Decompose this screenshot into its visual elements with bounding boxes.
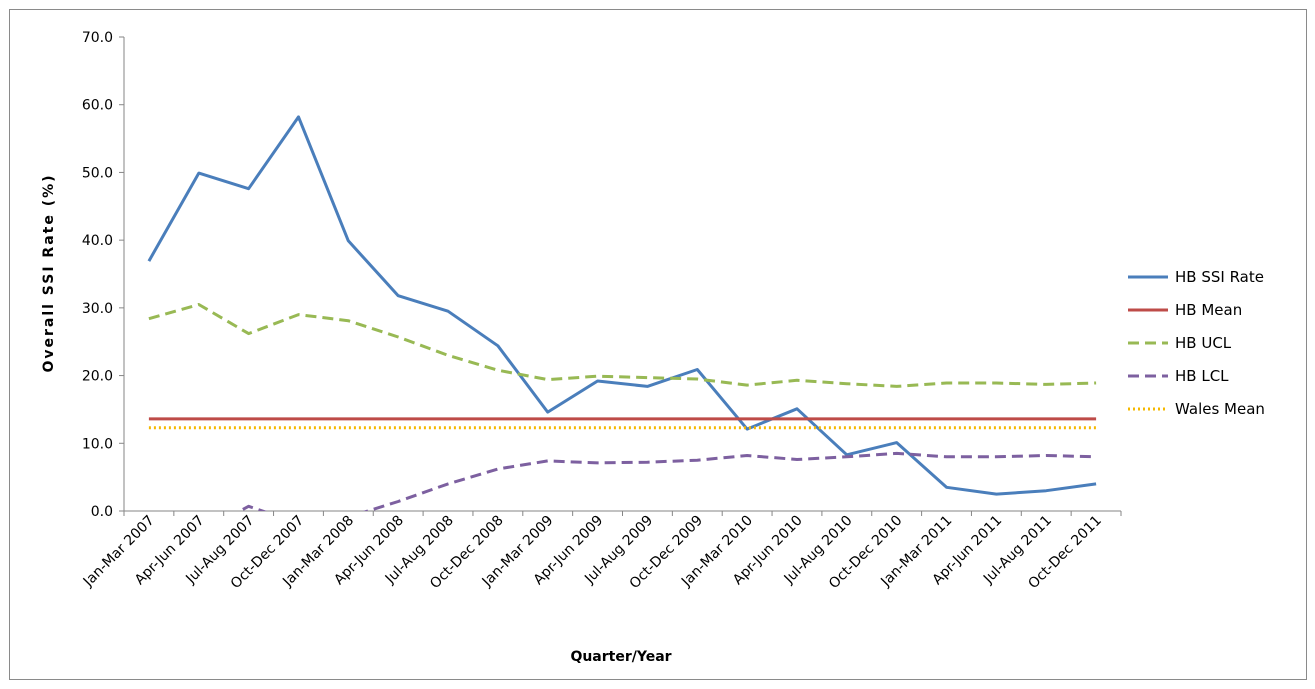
legend-label: Wales Mean [1175, 400, 1265, 418]
series-line-hb-ssi-rate [147, 115, 1097, 496]
legend-label: HB LCL [1175, 367, 1229, 385]
y-axis-ticks: 0.0 10.0 20.0 30.0 40.0 50.0 60.0 70.0 [82, 30, 124, 520]
series-line-hb-ucl [148, 303, 1097, 388]
y-tick-label: 20.0 [82, 369, 113, 385]
y-tick-label: 60.0 [82, 98, 113, 114]
y-tick-label: 40.0 [82, 233, 113, 249]
y-axis-title: Overall SSI Rate (%) [41, 173, 57, 372]
y-tick-label: 0.0 [91, 504, 113, 520]
y-tick-label: 70.0 [82, 30, 113, 46]
y-tick-label: 50.0 [82, 165, 113, 181]
legend-label: HB SSI Rate [1175, 268, 1264, 286]
x-axis-title: Quarter/Year [570, 649, 671, 665]
y-tick-label: 10.0 [82, 436, 113, 452]
series-line-hb-lcl [236, 451, 1097, 511]
y-tick-label: 30.0 [82, 301, 113, 317]
series-layer [147, 115, 1097, 511]
legend-label: HB Mean [1175, 301, 1242, 319]
axes [123, 37, 1121, 512]
legend: HB SSI Rate HB Mean HB UCL HB LCL Wales Mean [1128, 268, 1265, 418]
chart-frame [9, 9, 1307, 680]
legend-label: HB UCL [1175, 334, 1232, 352]
